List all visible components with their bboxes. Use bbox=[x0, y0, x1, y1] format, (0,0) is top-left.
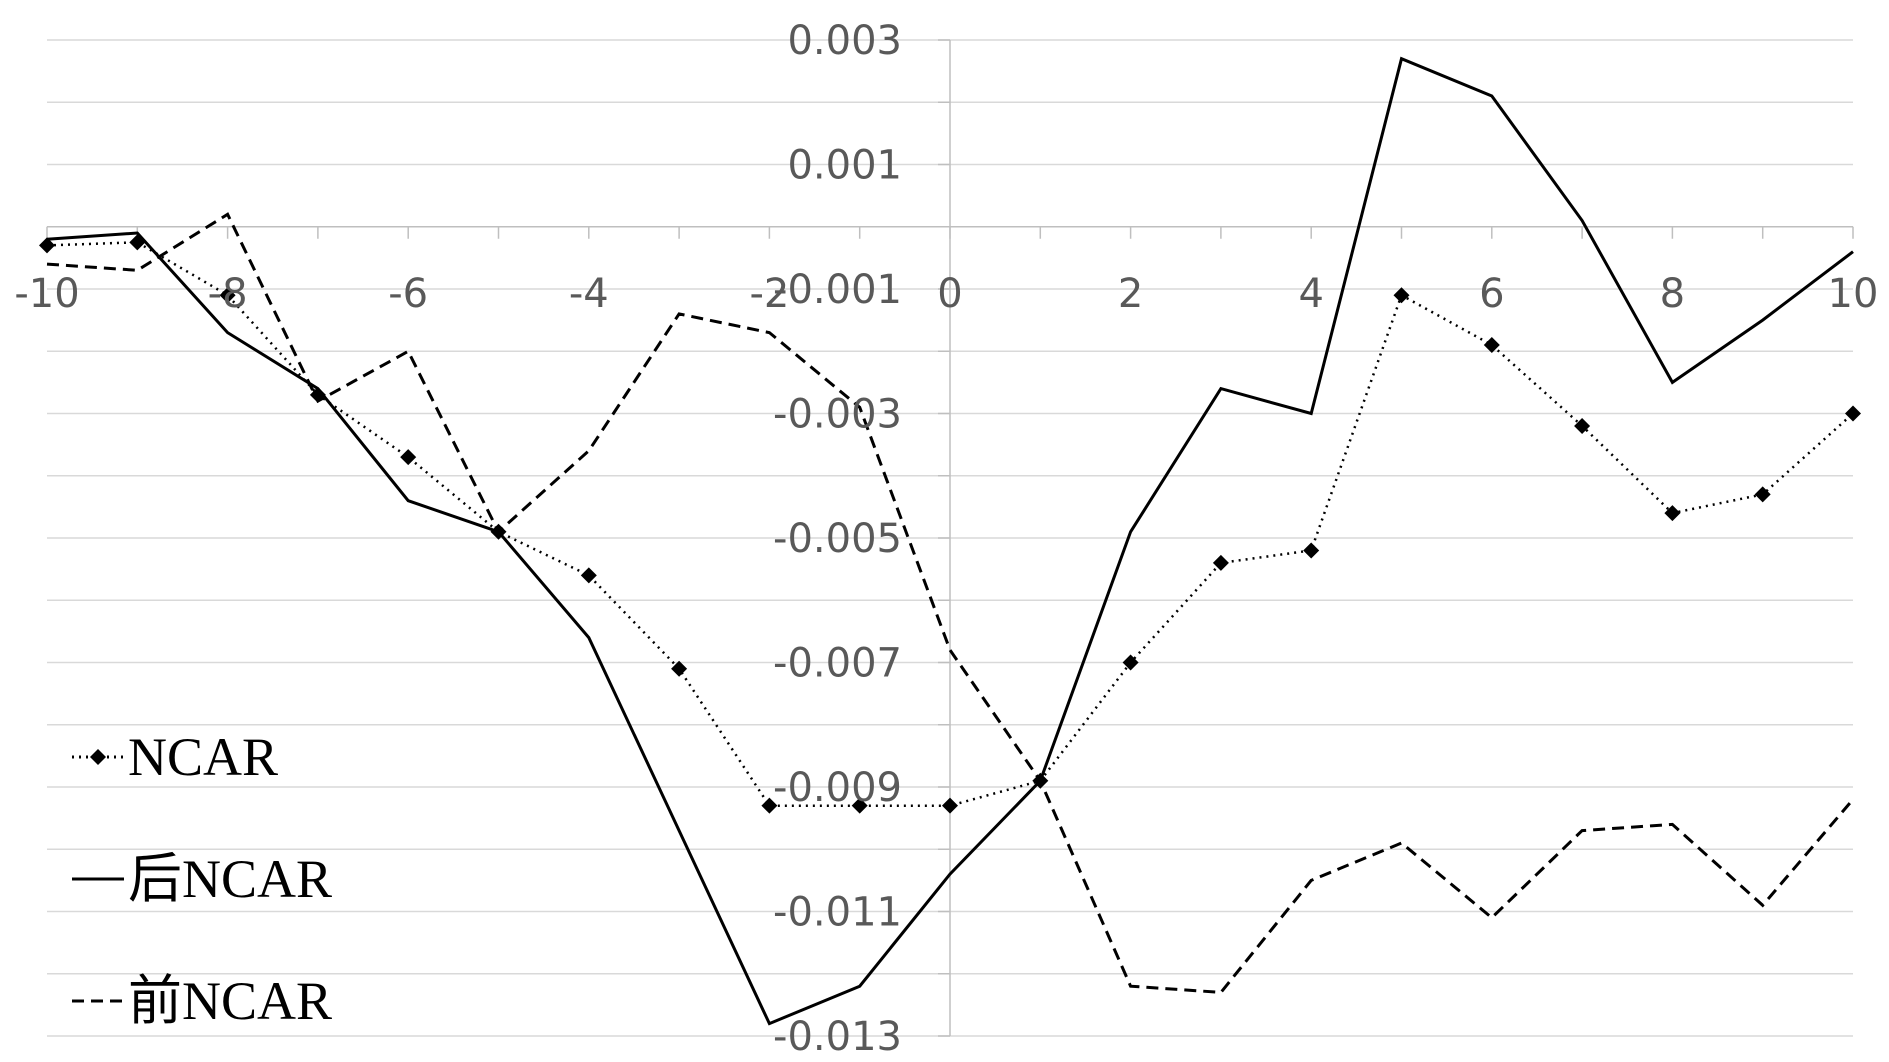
data-point-marker bbox=[1122, 654, 1139, 671]
legend-swatch-marker bbox=[90, 749, 106, 765]
legend-label: NCAR bbox=[128, 727, 278, 787]
data-point-marker bbox=[1664, 505, 1681, 522]
legend-label: 后NCAR bbox=[128, 849, 332, 909]
data-point-marker bbox=[1393, 287, 1410, 304]
data-point-marker bbox=[851, 797, 868, 814]
y-tick-label: -0.007 bbox=[773, 641, 902, 687]
y-tick-label: 0.003 bbox=[787, 18, 902, 64]
x-tick-label: 10 bbox=[1828, 271, 1879, 317]
data-point-marker bbox=[1574, 417, 1591, 434]
x-tick-label: 4 bbox=[1298, 271, 1323, 317]
y-tick-label: -0.011 bbox=[773, 890, 902, 936]
x-tick-label: -2 bbox=[749, 271, 789, 317]
data-point-marker bbox=[942, 797, 958, 814]
x-tick-label: 8 bbox=[1660, 271, 1685, 317]
y-tick-label: -0.003 bbox=[773, 392, 902, 438]
y-tick-label: -0.009 bbox=[773, 765, 902, 811]
data-point-marker bbox=[400, 449, 417, 466]
legend-label: 前NCAR bbox=[128, 971, 332, 1031]
data-point-marker bbox=[219, 287, 236, 304]
y-tick-label: -0.005 bbox=[773, 516, 902, 562]
x-tick-label: -10 bbox=[14, 271, 79, 317]
y-tick-label: -0.013 bbox=[773, 1014, 902, 1060]
data-point-marker bbox=[580, 567, 597, 584]
x-tick-label: -6 bbox=[388, 271, 428, 317]
data-point-marker bbox=[309, 386, 326, 403]
x-tick-label: -8 bbox=[208, 271, 248, 317]
data-point-marker bbox=[129, 234, 146, 251]
series-line bbox=[46, 56, 1854, 1026]
x-tick-label: 0 bbox=[937, 271, 962, 317]
x-tick-label: 6 bbox=[1479, 271, 1504, 317]
series-markers bbox=[39, 234, 1861, 814]
data-point-marker bbox=[1845, 405, 1861, 422]
y-tick-label: 0.001 bbox=[787, 143, 902, 189]
data-point-marker bbox=[39, 237, 55, 254]
series-line bbox=[46, 212, 1855, 994]
data-point-marker bbox=[1032, 772, 1049, 789]
x-tick-label: 2 bbox=[1118, 271, 1143, 317]
data-point-marker bbox=[1303, 542, 1320, 559]
data-point-marker bbox=[671, 660, 688, 677]
data-point-marker bbox=[1212, 554, 1229, 571]
data-point-marker bbox=[1483, 337, 1500, 354]
y-tick-label: -0.001 bbox=[773, 267, 902, 313]
series-lines bbox=[46, 56, 1855, 1026]
data-point-marker bbox=[761, 797, 778, 814]
x-tick-label: -4 bbox=[569, 271, 609, 317]
data-point-marker bbox=[490, 523, 507, 540]
tick-labels: 0.003 0.001 -0.001 -0.003 -0.005 -0.007 -0.009… bbox=[14, 18, 1878, 1060]
data-point-marker bbox=[1754, 486, 1771, 503]
legend: NCAR 后NCAR 前NCAR bbox=[72, 727, 332, 1031]
